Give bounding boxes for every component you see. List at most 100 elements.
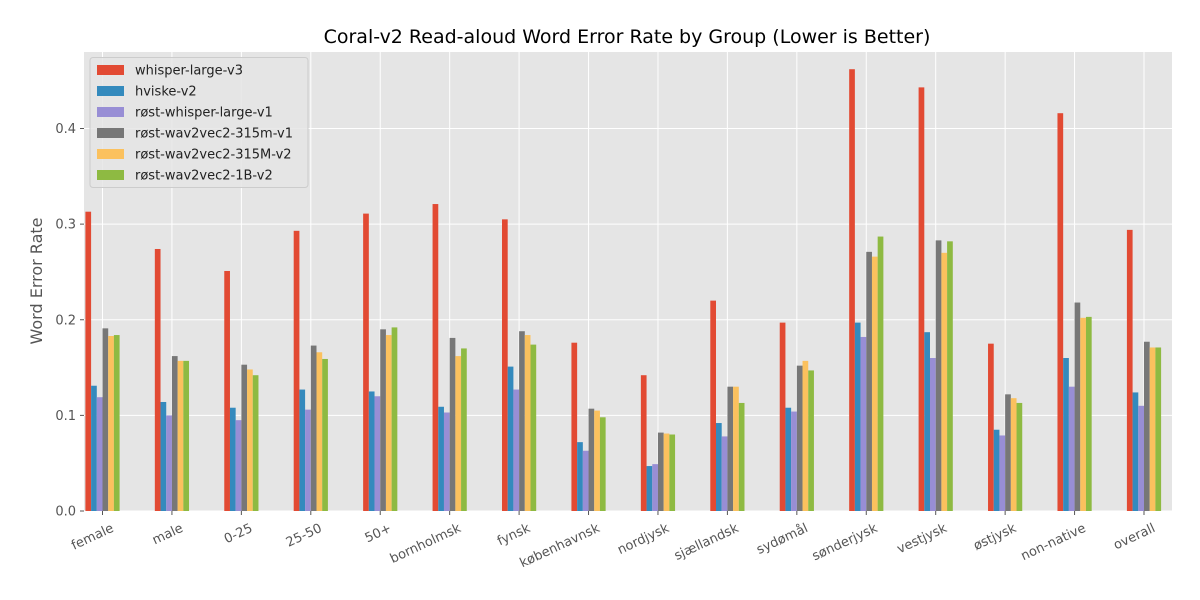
legend-entry: røst-wav2vec2-1B-v2 (135, 169, 273, 184)
bar (791, 411, 797, 511)
bar (247, 369, 253, 511)
bar (524, 335, 531, 511)
bar (322, 358, 328, 511)
x-tick-label: 50+ (363, 521, 394, 546)
bar (154, 248, 161, 512)
bar (166, 415, 172, 511)
bar (432, 204, 439, 511)
bar (513, 389, 520, 511)
bar (507, 366, 514, 511)
legend-swatch (97, 149, 124, 159)
x-tick-label: fynsk (495, 521, 533, 549)
bar (588, 408, 595, 511)
legend-swatch (97, 86, 124, 96)
bar (594, 410, 600, 511)
bar (930, 358, 936, 511)
legend-swatch (97, 170, 124, 180)
legend-entry: røst-wav2vec2-315M-v2 (135, 148, 292, 163)
bar (102, 328, 109, 511)
bar (918, 87, 925, 511)
bar (866, 251, 872, 511)
series-5 (113, 236, 1162, 511)
bar (235, 420, 242, 511)
series-1 (91, 322, 1139, 511)
bar (721, 436, 728, 511)
legend-swatch (97, 65, 124, 75)
bar (160, 401, 167, 511)
bar (849, 69, 855, 512)
bar (171, 356, 178, 511)
legend: whisper-large-v3 hviske-v2 røst-whisper-la… (89, 57, 309, 188)
bar (85, 211, 92, 511)
bar (808, 370, 814, 511)
bar (1155, 347, 1162, 511)
x-tick-label: vestjysk (895, 521, 950, 557)
bars-layer (85, 69, 1162, 512)
x-tick-label: østjysk (971, 521, 1019, 554)
bar (1057, 113, 1064, 511)
bar (183, 360, 190, 511)
bar (443, 412, 450, 511)
x-tick-label: overall (1111, 521, 1157, 553)
bar (305, 409, 311, 511)
bar (1068, 386, 1075, 511)
y-axis-ticks: 0.0 0.1 0.2 0.3 0.4 (55, 122, 84, 520)
bar (91, 385, 97, 511)
series-4 (108, 252, 1156, 511)
bar (519, 331, 525, 511)
x-tick-label: nordjysk (615, 521, 672, 558)
x-tick-label: 25-50 (284, 521, 325, 551)
bar (310, 345, 317, 511)
bar (1005, 394, 1011, 511)
bar (380, 329, 386, 511)
legend-box (89, 57, 309, 188)
bar (999, 435, 1006, 511)
bar (582, 450, 589, 511)
bar (669, 434, 676, 511)
bar (1063, 358, 1069, 511)
bar (449, 337, 456, 511)
bar (947, 241, 953, 511)
bar (241, 364, 248, 511)
x-tick-label: sønderjysk (810, 521, 880, 564)
bar (710, 300, 716, 511)
bar (455, 356, 462, 511)
bar (1010, 398, 1017, 511)
bar (733, 386, 739, 511)
bar (646, 466, 653, 511)
bar (871, 256, 878, 511)
y-axis-label: Word Error Rate (27, 218, 46, 345)
legend-entry: røst-wav2vec2-315m-v1 (135, 127, 293, 142)
bar (785, 407, 792, 511)
y-tick-label: 0.1 (55, 409, 76, 424)
bar (1138, 405, 1144, 511)
x-tick-label: københavnsk (518, 521, 603, 571)
x-tick-label: sjællandsk (672, 521, 741, 564)
bar (716, 423, 722, 511)
legend-entry: hviske-v2 (135, 85, 197, 100)
bar (571, 342, 578, 511)
bar (113, 335, 120, 511)
bar (502, 219, 508, 511)
legend-entry: røst-whisper-large-v1 (135, 106, 273, 121)
bar (224, 270, 230, 511)
bar (299, 389, 306, 511)
bar (577, 442, 583, 511)
bar (391, 327, 398, 511)
bar (640, 375, 647, 511)
y-tick-label: 0.0 (55, 505, 76, 520)
bar (1149, 347, 1156, 511)
bar (108, 336, 114, 511)
bar (1016, 402, 1023, 511)
y-tick-label: 0.4 (55, 122, 76, 137)
series-0 (85, 69, 1133, 512)
x-tick-label: male (150, 521, 186, 548)
series-3 (102, 240, 1150, 511)
bar (229, 407, 236, 511)
bar (1074, 302, 1081, 511)
x-axis-ticks: female male 0-25 25-50 50+bornholmsk fynskkøb… (69, 511, 1158, 571)
bar (1080, 317, 1086, 511)
legend-swatch (97, 128, 124, 138)
bar (374, 396, 381, 511)
chart-title: Coral-v2 Read-aloud Word Error Rate by G… (324, 26, 931, 48)
